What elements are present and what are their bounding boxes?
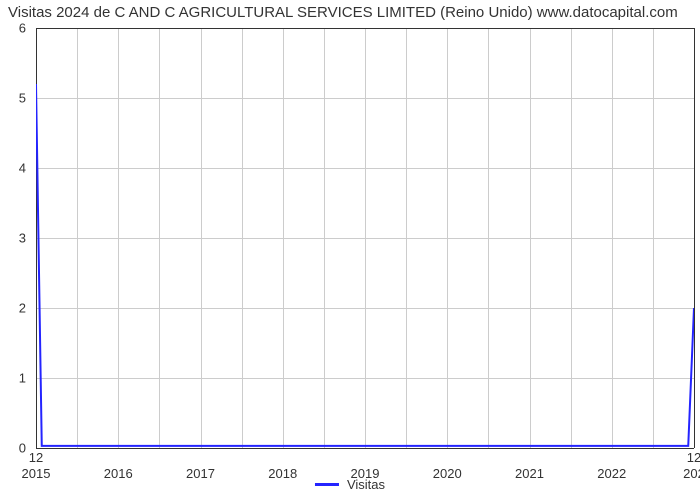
y-tick-label: 3 [8, 231, 26, 246]
x-secondary-label-right: 12 [687, 450, 700, 465]
x-tick-label: 2018 [268, 466, 297, 481]
chart-title: Visitas 2024 de C AND C AGRICULTURAL SER… [8, 4, 678, 21]
y-tick-label: 6 [8, 21, 26, 36]
y-tick-label: 1 [8, 371, 26, 386]
x-tick-label: 2017 [186, 466, 215, 481]
y-tick-label: 5 [8, 91, 26, 106]
y-tick-label: 4 [8, 161, 26, 176]
x-tick-label: 2016 [104, 466, 133, 481]
y-tick-label: 2 [8, 301, 26, 316]
legend-swatch [315, 483, 339, 486]
y-tick-label: 0 [8, 441, 26, 456]
plot-area [36, 28, 694, 448]
x-tick-label: 2015 [22, 466, 51, 481]
x-tick-label: 2022 [597, 466, 626, 481]
axis-line [694, 28, 695, 448]
x-secondary-label-left: 12 [29, 450, 43, 465]
x-tick-label: 2021 [515, 466, 544, 481]
x-tick-label: 2020 [433, 466, 462, 481]
x-tick-label: 2019 [351, 466, 380, 481]
axis-line [36, 448, 694, 449]
x-tick-label: 202 [683, 466, 700, 481]
data-line [36, 28, 694, 448]
